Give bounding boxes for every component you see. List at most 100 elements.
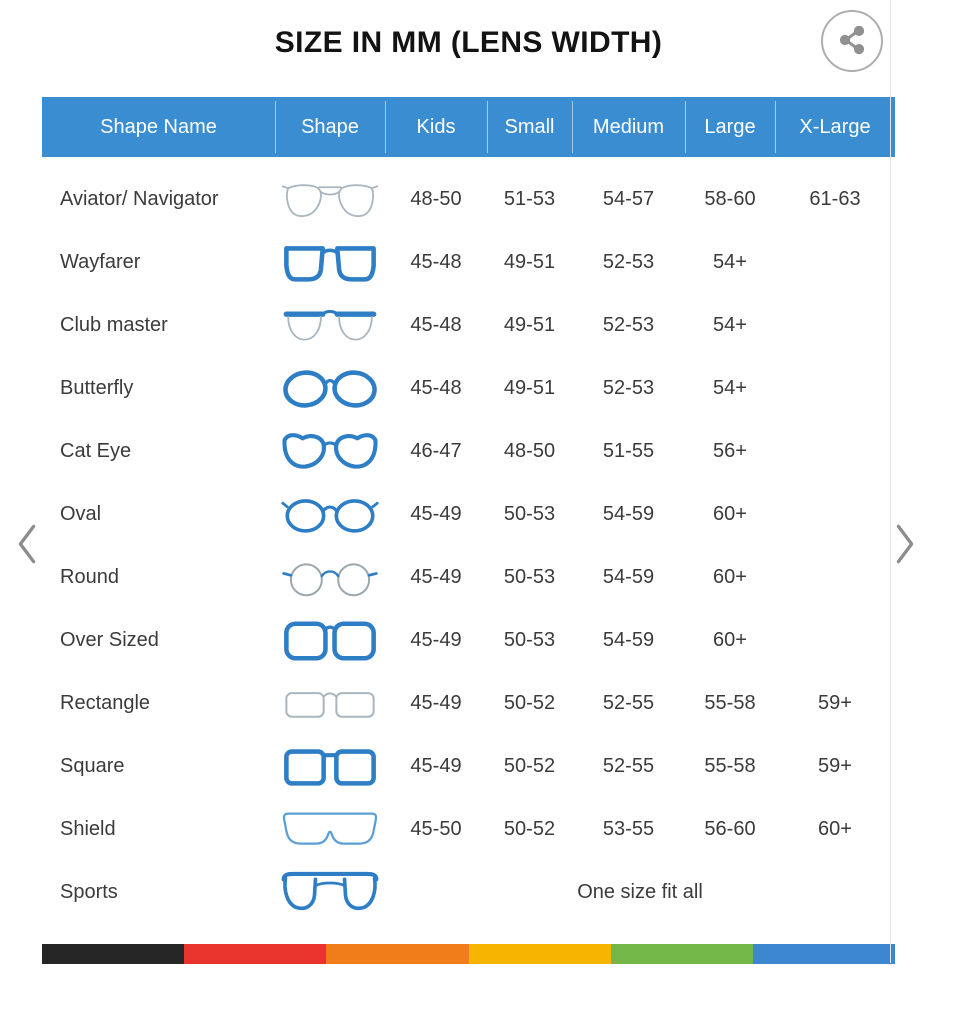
stripe-segment xyxy=(610,944,753,964)
column-header: Large xyxy=(685,97,775,157)
size-cell: 60+ xyxy=(713,629,747,651)
size-cell: 50-53 xyxy=(503,629,556,651)
shape-name: Wayfarer xyxy=(60,251,141,273)
column-header: X-Large xyxy=(775,97,895,157)
table-row: Rectangle 45-49 50-52 52-55 55-58 59+ xyxy=(42,672,895,735)
shape-name: Square xyxy=(60,755,125,777)
size-cell: 54-59 xyxy=(602,503,655,525)
table-row: Club master 45-48 49-51 52-53 54+ xyxy=(42,294,895,357)
clubmaster-glasses-icon xyxy=(275,302,385,350)
size-cell: 45-50 xyxy=(410,818,462,840)
size-cell: 54-59 xyxy=(602,629,655,651)
size-cell: 58-60 xyxy=(704,188,756,210)
shape-name: Butterfly xyxy=(60,377,134,399)
table-row: Shield 45-50 50-52 53-55 56-60 60+ xyxy=(42,798,895,861)
size-cell: 54+ xyxy=(713,314,747,336)
one-size-note: One size fit all xyxy=(577,881,703,903)
column-header: Kids xyxy=(385,97,487,157)
size-cell: 52-53 xyxy=(602,314,655,336)
stripe-segment xyxy=(752,944,896,964)
size-cell: 45-48 xyxy=(410,377,462,399)
square-glasses-icon xyxy=(275,743,385,791)
size-cell: 52-55 xyxy=(602,755,655,777)
size-cell: 60+ xyxy=(713,566,747,588)
size-cell: 50-53 xyxy=(503,566,556,588)
size-cell: 49-51 xyxy=(503,251,556,273)
stripe-segment xyxy=(184,944,327,964)
size-cell: 50-53 xyxy=(503,503,556,525)
table-row: Over Sized 45-49 50-53 54-59 60+ xyxy=(42,609,895,672)
size-cell: 60+ xyxy=(818,818,852,840)
size-cell: 45-48 xyxy=(410,314,462,336)
cateye-glasses-icon xyxy=(275,428,385,476)
size-cell: 45-49 xyxy=(410,629,462,651)
size-cell: 52-55 xyxy=(602,692,655,714)
size-cell: 45-48 xyxy=(410,251,462,273)
carousel-next-button[interactable] xyxy=(892,524,918,566)
size-cell: 52-53 xyxy=(602,377,655,399)
shield-glasses-icon xyxy=(275,806,385,854)
table-row: Cat Eye 46-47 48-50 51-55 56+ xyxy=(42,420,895,483)
size-cell: 53-55 xyxy=(602,818,655,840)
table-body: Aviator/ Navigator 48-50 51-53 54-57 58-60 61… xyxy=(42,168,895,924)
shape-name: Cat Eye xyxy=(60,440,132,462)
size-cell: 49-51 xyxy=(503,377,556,399)
chevron-left-icon xyxy=(16,524,38,567)
share-button[interactable] xyxy=(821,10,883,72)
size-cell: 52-53 xyxy=(602,251,655,273)
size-cell: 49-51 xyxy=(503,314,556,336)
column-header: Shape xyxy=(275,97,385,157)
stripe-segment xyxy=(42,944,185,964)
size-cell: 59+ xyxy=(818,692,852,714)
size-cell: 54-59 xyxy=(602,566,655,588)
share-icon xyxy=(835,23,869,60)
footer-color-stripe xyxy=(42,944,896,964)
size-cell: 50-52 xyxy=(503,692,556,714)
wayfarer-glasses-icon xyxy=(275,239,385,287)
shape-name: Club master xyxy=(60,314,168,336)
size-cell: 54-57 xyxy=(602,188,655,210)
size-cell: 45-49 xyxy=(410,755,462,777)
oval-glasses-icon xyxy=(275,491,385,539)
table-row: Oval 45-49 50-53 54-59 60+ xyxy=(42,483,895,546)
size-cell: 48-50 xyxy=(410,188,462,210)
aviator-glasses-icon xyxy=(275,176,385,224)
column-header: Small xyxy=(487,97,572,157)
size-cell: 51-53 xyxy=(503,188,556,210)
round-glasses-icon xyxy=(275,554,385,602)
stripe-segment xyxy=(326,944,469,964)
size-cell: 56+ xyxy=(713,440,747,462)
size-cell: 46-47 xyxy=(410,440,462,462)
shape-name: Sports xyxy=(60,881,118,903)
table-row: Aviator/ Navigator 48-50 51-53 54-57 58-60 61… xyxy=(42,168,895,231)
size-cell: 55-58 xyxy=(704,755,756,777)
shape-name: Shield xyxy=(60,818,116,840)
size-cell: 54+ xyxy=(713,377,747,399)
table-header: Shape Name Shape Kids Small Medium Large X-Lar… xyxy=(42,97,895,157)
shape-name: Rectangle xyxy=(60,692,151,714)
size-cell: 48-50 xyxy=(503,440,556,462)
carousel-prev-button[interactable] xyxy=(14,524,40,566)
size-cell: 61-63 xyxy=(809,188,861,210)
shape-name: Aviator/ Navigator xyxy=(60,188,219,210)
column-header: Shape Name xyxy=(100,115,217,138)
page-title: SIZE IN MM (LENS WIDTH) xyxy=(274,26,663,59)
rectangle-glasses-icon xyxy=(275,680,385,728)
shape-name: Oval xyxy=(60,503,102,525)
size-cell: 56-60 xyxy=(704,818,756,840)
size-cell: 50-52 xyxy=(503,755,556,777)
size-cell: 51-55 xyxy=(602,440,655,462)
size-cell: 60+ xyxy=(713,503,747,525)
size-cell: 59+ xyxy=(818,755,852,777)
size-cell: 50-52 xyxy=(503,818,556,840)
table-row: Square 45-49 50-52 52-55 55-58 59+ xyxy=(42,735,895,798)
shape-name: Round xyxy=(60,566,119,588)
size-cell: 45-49 xyxy=(410,566,462,588)
card-right-edge xyxy=(890,0,891,963)
size-cell: 54+ xyxy=(713,251,747,273)
size-cell: 45-49 xyxy=(410,692,462,714)
sports-glasses-icon xyxy=(275,869,385,917)
table-row: Sports One size fit all xyxy=(42,861,895,924)
oversized-glasses-icon xyxy=(275,617,385,665)
